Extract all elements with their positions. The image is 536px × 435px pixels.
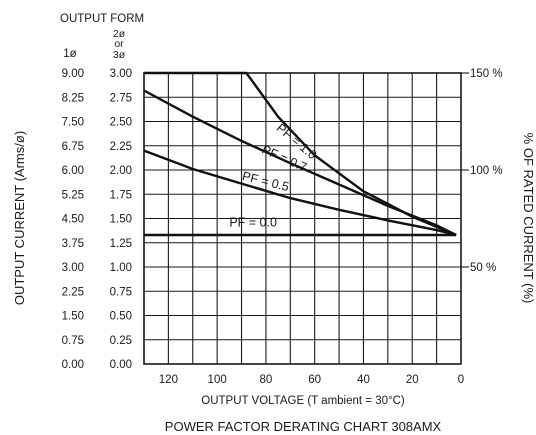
y-tick-3phase: 1.00 bbox=[110, 262, 132, 274]
y-tick-1phase: 3.75 bbox=[62, 238, 84, 250]
y-tick-3phase: 2.25 bbox=[110, 141, 132, 153]
y-tick-3phase: 0.50 bbox=[110, 311, 132, 323]
y-tick-1phase: 3.00 bbox=[62, 262, 84, 274]
y-tick-1phase: 2.25 bbox=[62, 286, 84, 298]
y-tick-3phase: 2.50 bbox=[110, 117, 132, 129]
series-line-2 bbox=[143, 149, 457, 237]
y-tick-1phase: 4.50 bbox=[62, 214, 84, 226]
y-tick-3phase: 2.00 bbox=[110, 165, 132, 177]
y-tick-3phase: 1.75 bbox=[110, 189, 132, 201]
y-tick-1phase: 1.50 bbox=[62, 311, 84, 323]
plot-frame bbox=[143, 72, 462, 365]
x-tick-label: 60 bbox=[308, 374, 321, 386]
y-tick-3phase: 0.00 bbox=[110, 359, 132, 371]
col-3phase-header-line2: or bbox=[114, 38, 124, 50]
x-tick-label: 120 bbox=[159, 374, 178, 386]
y-tick-1phase: 9.00 bbox=[62, 68, 84, 80]
right-tick-label: 150 % bbox=[470, 68, 503, 80]
y-axis-label-right: % OF RATED CURRENT (%) bbox=[521, 133, 536, 304]
series-line-1 bbox=[143, 89, 457, 237]
x-tick-label: 20 bbox=[406, 374, 419, 386]
y-tick-1phase: 6.75 bbox=[62, 141, 84, 153]
y-axis-label-left: OUTPUT CURRENT (Arms/ø) bbox=[12, 131, 27, 305]
x-tick-label: 40 bbox=[357, 374, 370, 386]
y-tick-3phase: 2.75 bbox=[110, 92, 132, 104]
series-label-3: PF = 0.0 bbox=[229, 215, 277, 229]
right-tick-label: 50 % bbox=[470, 262, 496, 274]
y-tick-3phase: 1.50 bbox=[110, 214, 132, 226]
y-tick-1phase: 8.25 bbox=[62, 92, 84, 104]
y-tick-1phase: 7.50 bbox=[62, 117, 84, 129]
x-axis-label: OUTPUT VOLTAGE (T ambient = 30°C) bbox=[201, 395, 405, 407]
col-3phase-header-line1: 2ø bbox=[113, 28, 126, 40]
y-tick-1phase: 6.00 bbox=[62, 165, 84, 177]
y-tick-3phase: 0.75 bbox=[110, 286, 132, 298]
y-tick-1phase: 5.25 bbox=[62, 189, 84, 201]
y-tick-3phase: 3.00 bbox=[110, 68, 132, 80]
y-tick-1phase: 0.75 bbox=[62, 335, 84, 347]
right-tick-label: 100 % bbox=[470, 165, 503, 177]
x-tick-label: 80 bbox=[260, 374, 273, 386]
y-tick-3phase: 0.25 bbox=[110, 335, 132, 347]
x-tick-label: 100 bbox=[208, 374, 227, 386]
output-form-label: OUTPUT FORM bbox=[60, 13, 144, 25]
chart-title: POWER FACTOR DERATING CHART 308AMX bbox=[165, 419, 442, 434]
y-tick-1phase: 0.00 bbox=[62, 359, 84, 371]
y-tick-3phase: 1.25 bbox=[110, 238, 132, 250]
x-tick-label: 0 bbox=[458, 374, 464, 386]
col-1phase-header: 1ø bbox=[63, 48, 76, 60]
col-3phase-header-line3: 3ø bbox=[113, 49, 126, 61]
tick-labels: 0.00 0.00 0.75 0.25 1.50 0.50 2.25 0.75 3.00 1.00… bbox=[62, 68, 503, 386]
